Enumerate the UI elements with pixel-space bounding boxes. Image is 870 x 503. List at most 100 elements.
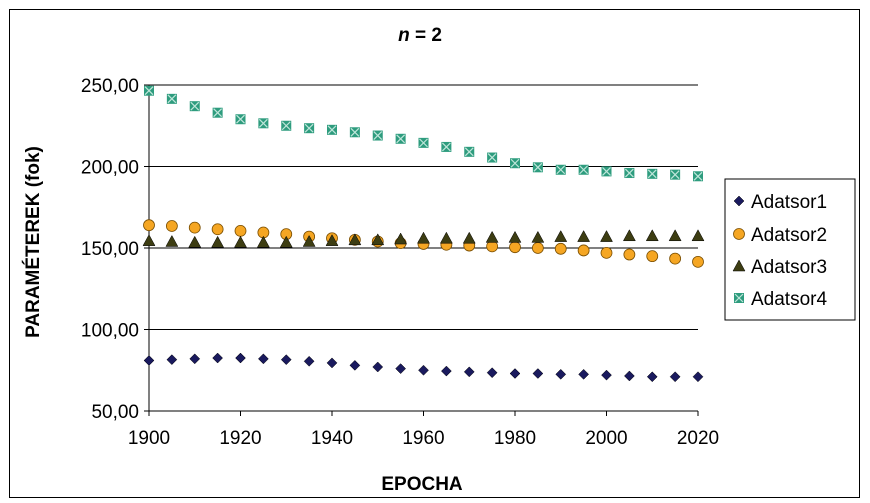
data-point-adatsor3 [302,234,316,247]
data-point-adatsor4 [258,118,269,129]
point-cross-line [190,101,200,111]
data-point-adatsor4 [281,120,292,131]
data-point-adatsor1 [303,355,315,367]
data-point-adatsor1 [235,352,246,364]
point-cross-line [487,153,497,162]
data-point-adatsor3 [234,235,247,248]
data-point-adatsor1 [326,357,338,369]
data-point-adatsor3 [256,235,270,248]
data-point-adatsor1 [532,368,544,379]
legend-marker-adatsor3 [732,259,746,272]
data-point-adatsor2 [692,255,704,268]
data-point-adatsor2 [531,242,544,254]
data-point-adatsor4 [555,164,566,175]
data-point-adatsor4 [601,166,612,177]
data-point-adatsor2 [143,219,155,232]
data-point-adatsor3 [279,235,293,248]
data-point-adatsor1 [578,368,589,380]
point-cross-line [304,123,314,133]
point-cross-line [693,171,703,181]
data-point-adatsor1 [212,352,223,364]
data-point-adatsor2 [165,220,178,232]
data-point-adatsor1 [258,353,269,365]
data-points [142,85,705,383]
data-point-adatsor4 [624,168,635,179]
legend-label-adatsor1: Adatsor1 [751,192,827,213]
data-point-adatsor1 [646,371,658,383]
point-cross-line [624,168,634,178]
legend-marker-adatsor2 [733,228,745,240]
data-point-adatsor4 [487,152,498,163]
x-tick-label: 1940 [311,428,353,449]
data-point-adatsor3 [668,229,682,242]
x-tick-label: 2020 [677,428,719,449]
data-point-adatsor4 [144,85,154,96]
point-cross-line [327,125,337,135]
data-point-adatsor4 [166,93,177,104]
legend-box [724,178,856,321]
data-point-adatsor4 [189,101,200,112]
point-cross-line [419,138,428,148]
series-adatsor4 [144,85,703,182]
data-point-adatsor2 [554,242,567,255]
point-cross-line [373,131,383,140]
data-point-adatsor3 [554,230,568,242]
data-point-adatsor1 [692,371,704,383]
data-point-adatsor4 [670,169,681,180]
data-point-adatsor3 [577,230,591,242]
data-point-adatsor2 [669,252,682,265]
point-cross-line [579,165,589,175]
data-point-adatsor1 [601,369,612,381]
legend-marker-adatsor4 [734,293,744,303]
data-point-adatsor4 [578,164,589,175]
data-point-adatsor1 [463,366,475,378]
y-tick-label: 100,00 [81,321,139,342]
data-point-adatsor4 [464,146,475,157]
data-point-adatsor3 [531,230,545,243]
point-cross-line [396,134,406,144]
data-point-adatsor2 [188,221,201,234]
data-point-adatsor2 [211,223,224,236]
x-tick-label: 2000 [585,428,627,449]
gridlines [149,84,698,330]
data-point-adatsor4 [372,130,383,141]
series-adatsor3 [142,229,705,248]
data-point-adatsor1 [372,361,384,373]
chart-title: n = 2 [398,25,442,46]
data-point-adatsor4 [510,158,520,169]
x-tick-label: 1980 [494,428,536,449]
data-point-adatsor4 [327,124,337,135]
data-point-adatsor3 [417,231,430,244]
data-point-adatsor3 [462,231,476,244]
data-point-adatsor3 [394,232,408,245]
data-point-adatsor4 [418,137,429,148]
y-ticks: 50,00 100,00 150,00 200,00 250,00 [81,76,149,423]
point-cross-line [167,94,177,104]
data-point-adatsor3 [485,230,499,243]
data-point-adatsor3 [371,233,385,246]
data-point-adatsor2 [234,224,247,237]
data-point-adatsor3 [691,229,705,242]
chart-title-variable: n [398,25,410,46]
data-point-adatsor4 [349,127,360,138]
point-cross-line [350,127,360,137]
point-cross-line [236,114,245,124]
data-point-adatsor3 [348,233,362,246]
point-cross-line [213,108,223,118]
legend-label-adatsor2: Adatsor2 [751,225,827,246]
point-cross-line [441,142,451,152]
point-cross-line [734,293,744,303]
data-point-adatsor4 [441,141,452,152]
data-point-adatsor3 [211,235,225,248]
data-point-adatsor1 [624,370,635,382]
data-point-adatsor4 [304,123,315,134]
data-point-adatsor3 [165,234,179,247]
legend-marker-adatsor1 [733,195,745,207]
data-point-adatsor2 [577,244,590,257]
data-point-adatsor4 [395,133,406,144]
data-point-adatsor3 [622,229,636,242]
data-point-adatsor4 [647,168,658,179]
y-tick-label: 200,00 [81,158,139,179]
data-point-adatsor1 [509,368,521,379]
point-cross-line [647,169,657,179]
